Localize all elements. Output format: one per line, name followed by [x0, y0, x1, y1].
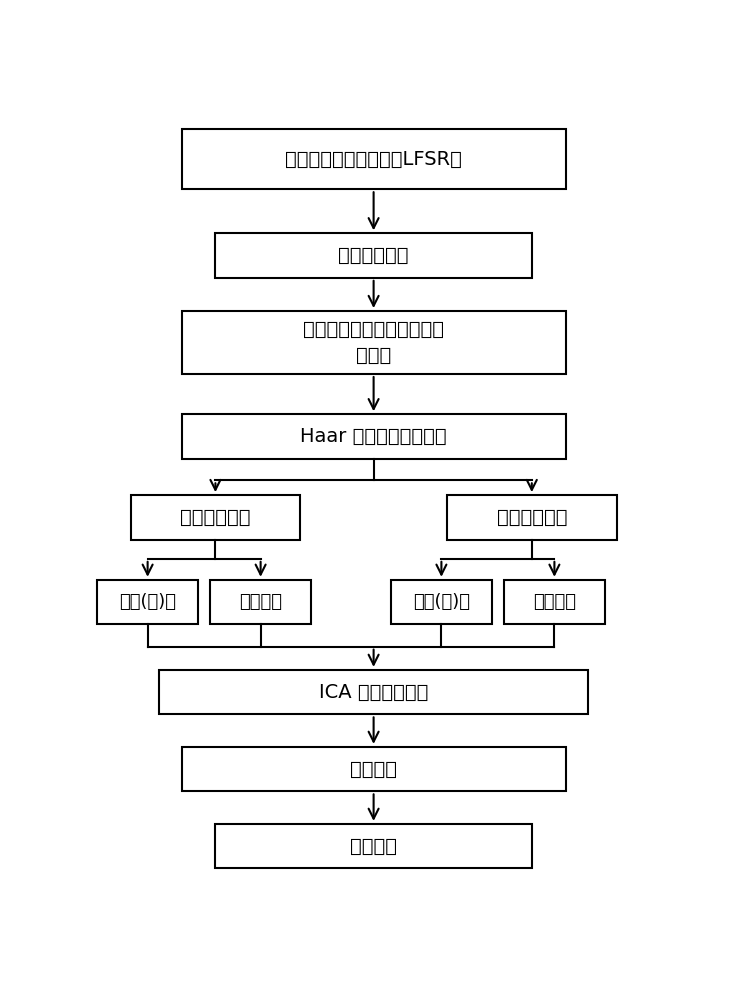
- Text: 高频细节信息: 高频细节信息: [496, 508, 567, 527]
- Text: 故障模拟，采集电路原始响
应数据: 故障模拟，采集电路原始响 应数据: [303, 320, 444, 365]
- FancyBboxPatch shape: [447, 495, 617, 540]
- Text: Haar 小波正交滤波器组: Haar 小波正交滤波器组: [300, 427, 447, 446]
- Text: ICA 故障特征提取: ICA 故障特征提取: [319, 683, 429, 702]
- FancyBboxPatch shape: [216, 824, 532, 868]
- Text: 线性反馈移位寄存器（LFSR）: 线性反馈移位寄存器（LFSR）: [285, 150, 462, 169]
- Text: 高频(负)熵: 高频(负)熵: [413, 593, 470, 611]
- FancyBboxPatch shape: [182, 311, 566, 374]
- Text: 低频近似信息: 低频近似信息: [180, 508, 251, 527]
- FancyBboxPatch shape: [182, 747, 566, 791]
- Text: 故障字典: 故障字典: [350, 760, 397, 779]
- FancyBboxPatch shape: [391, 580, 492, 624]
- Text: 故障分类: 故障分类: [350, 837, 397, 856]
- Text: 低频峭度: 低频峭度: [239, 593, 282, 611]
- Text: 高频峭度: 高频峭度: [533, 593, 576, 611]
- FancyBboxPatch shape: [216, 233, 532, 278]
- FancyBboxPatch shape: [504, 580, 605, 624]
- Text: 低频(负)熵: 低频(负)熵: [119, 593, 176, 611]
- FancyBboxPatch shape: [210, 580, 311, 624]
- FancyBboxPatch shape: [182, 129, 566, 189]
- FancyBboxPatch shape: [159, 670, 588, 714]
- FancyBboxPatch shape: [97, 580, 198, 624]
- FancyBboxPatch shape: [130, 495, 300, 540]
- FancyBboxPatch shape: [182, 414, 566, 459]
- Text: 定义故障模式: 定义故障模式: [338, 246, 409, 265]
